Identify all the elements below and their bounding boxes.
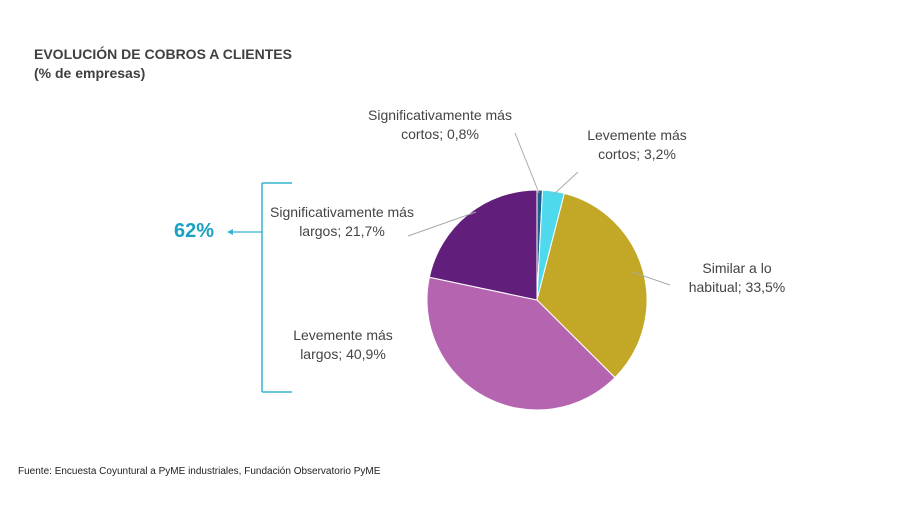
data-label: Levemente más largos; 40,9% [293,327,393,362]
leader-line [407,211,477,237]
chart-subtitle: (% de empresas) [34,65,146,81]
pie-slice [536,192,648,379]
bracket [261,182,292,393]
pie-slice [426,276,616,411]
leader-line [552,171,579,196]
leader-line [631,271,671,286]
leader-line [514,132,540,194]
data-label: Significativamente más cortos; 0,8% [368,107,512,142]
annotation: 62% [174,220,215,242]
data-label: Significativamente más largos; 21,7% [270,204,414,239]
arrow-head [227,229,233,235]
chart-title: EVOLUCIÓN DE COBROS A CLIENTES [34,46,292,62]
data-label: Similar a lo habitual; 33,5% [688,260,786,295]
data-label: Levemente más cortos; 3,2% [587,127,687,162]
source: Fuente: Encuesta Coyuntural a PyME indus… [18,466,381,477]
